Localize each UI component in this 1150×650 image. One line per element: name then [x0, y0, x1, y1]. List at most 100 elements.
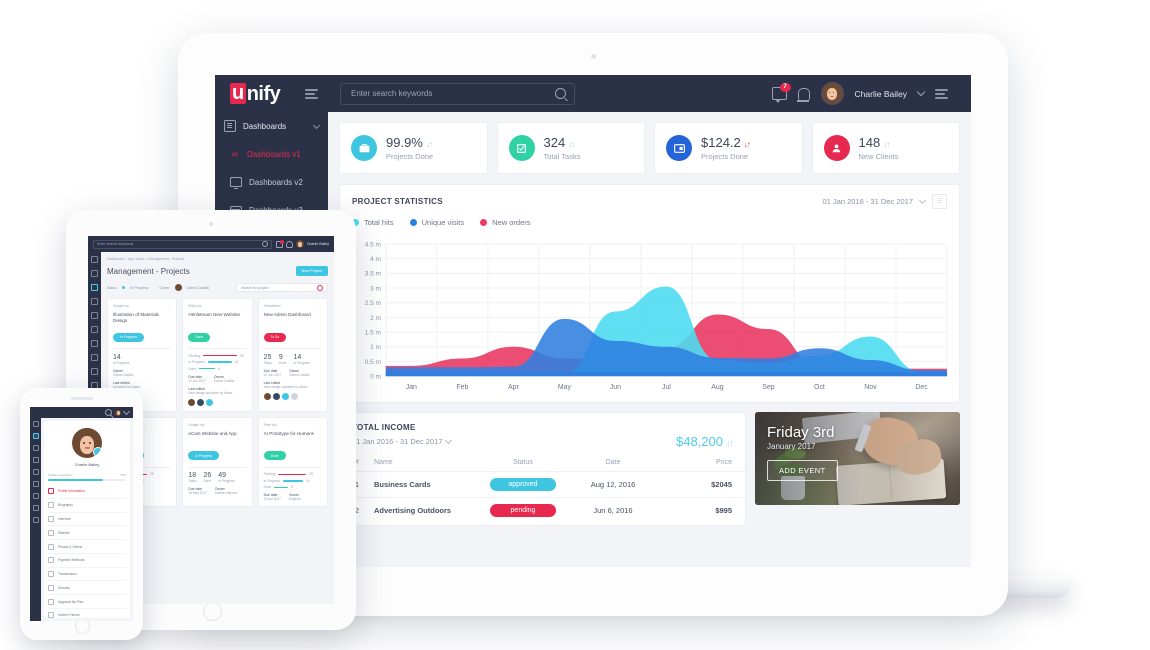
table-row[interactable]: 1 Business Cards approved Aug 12, 2016 $…: [340, 471, 745, 498]
rail-icon[interactable]: [91, 270, 98, 277]
legend-item-total-hits[interactable]: Total hits: [352, 218, 394, 227]
card-owner-label: Owner: [289, 368, 300, 373]
status-filter-value[interactable]: In Progress: [130, 285, 149, 290]
svg-text:0 m: 0 m: [370, 374, 381, 381]
card-due-label: Due date: [263, 493, 278, 498]
menu-item-label: Upgrade My Plan: [58, 599, 84, 604]
col-number: #: [355, 459, 359, 466]
table-row[interactable]: 2 Advertising Outdoors pending Jun 6, 20…: [340, 497, 745, 523]
search-icon[interactable]: [317, 284, 323, 291]
phone-home-button[interactable]: [75, 619, 90, 634]
add-event-button[interactable]: ADD EVENT: [767, 460, 838, 481]
cell-price: $2045: [662, 471, 745, 498]
project-card[interactable]: Google Inc. … eCars Website and App In Pr…: [182, 416, 253, 508]
more-icon[interactable]: …: [167, 304, 172, 308]
menu-item-transactions[interactable]: Transactions: [48, 568, 126, 582]
menu-item-photos-videos[interactable]: Photos & Videos: [48, 540, 126, 554]
rail-icon[interactable]: [32, 469, 39, 475]
menu-item-wishlist[interactable]: Wishlist: [48, 526, 126, 541]
rail-icon[interactable]: [32, 445, 39, 451]
chevron-down-icon[interactable]: [916, 87, 926, 97]
rail-icon[interactable]: [32, 505, 39, 511]
rail-icon[interactable]: [91, 340, 98, 347]
search-icon[interactable]: [261, 241, 268, 247]
sidebar-toggle-icon[interactable]: [305, 88, 318, 99]
menu-item-label: Interests: [58, 516, 71, 521]
search-icon[interactable]: [555, 88, 566, 99]
new-project-button[interactable]: New Project: [295, 266, 328, 276]
logo-rest: nify: [246, 82, 281, 105]
avatar[interactable]: [295, 240, 304, 248]
avatar[interactable]: [115, 409, 121, 416]
chat-icon[interactable]: [275, 239, 284, 248]
chevron-down-icon[interactable]: [445, 436, 453, 445]
kpi-card-projects-done-2[interactable]: $124.2 ↓↑ Projects Done: [654, 122, 803, 174]
more-icon[interactable]: …: [318, 304, 322, 308]
card-number-label: In Progress: [293, 360, 310, 365]
sidebar-item-dashboards-v1[interactable]: ∞ Dashboards v1: [221, 140, 328, 168]
rail-icon[interactable]: [91, 256, 98, 263]
search-box[interactable]: [340, 82, 575, 105]
brand-logo[interactable]: u nify: [215, 75, 328, 112]
rail-icon[interactable]: [91, 354, 98, 361]
menu-item-payment-methods[interactable]: Payment Methods: [48, 554, 126, 568]
rail-icon[interactable]: [32, 493, 39, 499]
rail-icon[interactable]: [91, 312, 98, 319]
chevron-down-icon[interactable]: [918, 196, 927, 205]
rail-icon[interactable]: [32, 421, 39, 427]
card-number-label: Done: [203, 479, 212, 484]
card-last: New design uploaded by Adam: [263, 384, 308, 389]
edit-avatar-icon[interactable]: [93, 447, 102, 457]
tablet-search-box[interactable]: Enter search keywords: [93, 239, 272, 249]
bell-icon[interactable]: [796, 87, 810, 102]
project-card[interactable]: Htmlstream … New Admin Dashboard To Do 25…: [257, 298, 328, 412]
more-icon[interactable]: …: [242, 422, 247, 427]
avatar[interactable]: [820, 82, 844, 105]
card-title: Illustration of Materials Design: [113, 312, 159, 324]
grid-icon[interactable]: ☷: [932, 194, 947, 209]
rail-icon[interactable]: [32, 481, 39, 487]
svg-text:1.5 m: 1.5 m: [365, 329, 381, 336]
card-last: Uploaded by Adam: [113, 384, 140, 389]
search-icon[interactable]: [105, 409, 112, 416]
search-input[interactable]: [349, 88, 555, 99]
income-date-range[interactable]: 01 Jan 2016 - 31 Dec 2017: [352, 437, 443, 446]
rail-icon[interactable]: [91, 298, 98, 305]
card-last-label: Last edited: [263, 380, 281, 385]
date-range-label[interactable]: 01 Jan 2016 - 31 Dec 2017: [822, 197, 913, 206]
profile-avatar[interactable]: [72, 428, 102, 458]
page-title: Management - Projects: [107, 266, 190, 276]
rail-icon[interactable]: [91, 326, 98, 333]
rail-icon[interactable]: [91, 368, 98, 375]
rail-icon-active[interactable]: [91, 284, 98, 291]
project-card[interactable]: Pixel Ltd. … AI Prototype for Humans Done…: [257, 416, 328, 508]
menu-item-invited-friends[interactable]: Invited Friends: [48, 609, 126, 618]
chat-icon[interactable]: 7: [771, 83, 791, 103]
menu-icon[interactable]: [935, 88, 948, 99]
kpi-card-total-tasks[interactable]: 324 ↓↑ Total Tasks: [496, 122, 645, 174]
menu-item-biography[interactable]: Biography: [48, 499, 126, 513]
bell-icon[interactable]: [285, 240, 293, 248]
rail-icon[interactable]: [32, 517, 39, 523]
rail-icon[interactable]: [32, 457, 39, 463]
rail-icon-active[interactable]: [32, 433, 39, 439]
project-search-box[interactable]: Search for project: [236, 283, 328, 292]
chevron-down-icon[interactable]: [122, 407, 131, 416]
sidebar-item-dashboards-v2[interactable]: Dashboards v2: [221, 168, 328, 196]
more-icon[interactable]: …: [318, 422, 322, 427]
legend-item-unique-visits[interactable]: Unique visits: [409, 218, 464, 227]
sidebar-header-dashboards[interactable]: Dashboards: [215, 112, 328, 140]
project-card[interactable]: Pixel Ltd.… Htmlstream New Website Done …: [182, 298, 253, 412]
menu-item-security[interactable]: Security: [48, 581, 126, 596]
event-card[interactable]: Friday 3rd January 2017 ADD EVENT: [755, 412, 960, 505]
menu-item-profile-information[interactable]: Profile Information: [48, 485, 126, 499]
owner-filter-value[interactable]: Carlos Castillo: [186, 285, 210, 290]
more-icon[interactable]: …: [242, 304, 247, 308]
kpi-card-new-clients[interactable]: 148 ↓↑ New Clients: [811, 122, 960, 174]
menu-item-upgrade-plan[interactable]: Upgrade My Plan: [48, 595, 126, 610]
menu-item-interests[interactable]: Interests: [48, 513, 126, 527]
more-icon[interactable]: …: [167, 422, 172, 427]
tablet-home-button[interactable]: [202, 602, 222, 621]
legend-item-new-orders[interactable]: New orders: [480, 218, 531, 227]
kpi-card-projects-done[interactable]: 99.9% ↓↑ Projects Done: [339, 122, 488, 174]
